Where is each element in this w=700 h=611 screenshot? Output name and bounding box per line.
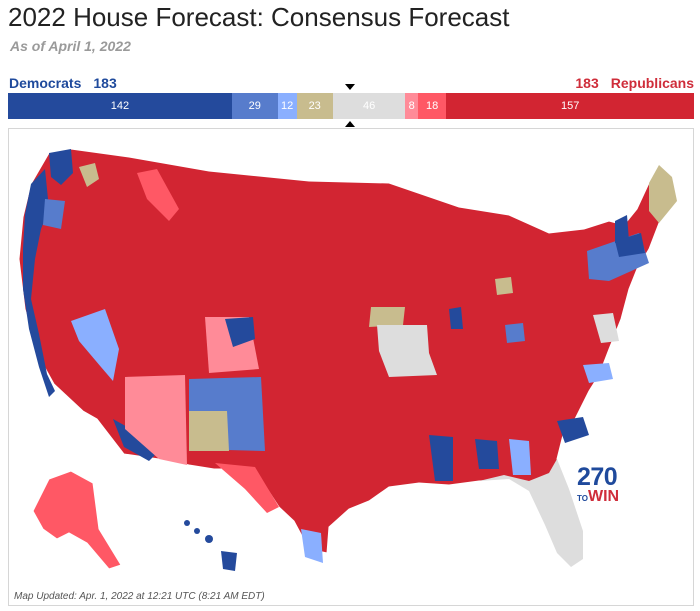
washington-tossup[interactable] xyxy=(79,163,99,187)
democrats-total: Democrats 183 xyxy=(9,75,117,91)
logo-270: 270 xyxy=(577,463,618,491)
bar-segment-no-map[interactable]: 46 xyxy=(332,93,406,119)
logo-to: TO xyxy=(577,494,588,503)
bar-segment-likely-rep[interactable]: 18 xyxy=(417,93,447,119)
bar-segment-likely-dem[interactable]: 29 xyxy=(231,93,278,119)
washington-dem[interactable] xyxy=(49,149,73,185)
oregon-likely-dem[interactable] xyxy=(43,199,65,229)
missouri-no-map[interactable] xyxy=(377,325,437,377)
bar-segment-safe-rep[interactable]: 157 xyxy=(446,93,694,119)
vermont-dem[interactable] xyxy=(615,215,629,243)
north-carolina-lean-dem[interactable] xyxy=(583,363,613,383)
democrats-label: Democrats xyxy=(9,75,82,91)
hawaii-island-2[interactable] xyxy=(194,528,200,534)
us-map-frame: 270 TOWIN Map Updated: Apr. 1, 2022 at 1… xyxy=(8,128,694,606)
alabama-dem[interactable] xyxy=(475,439,499,469)
ohio-dem[interactable] xyxy=(505,323,525,343)
logo-towin: TOWIN xyxy=(577,489,637,507)
bar-segment-safe-dem[interactable]: 142 xyxy=(8,93,232,119)
colorado-dem[interactable] xyxy=(225,317,255,347)
iowa-tossup[interactable] xyxy=(369,307,405,327)
seat-distribution-bar: 142 29 12 23 46 8 18 157 xyxy=(8,93,694,119)
new-mexico-tossup[interactable] xyxy=(189,411,229,451)
hawaii-island-4[interactable] xyxy=(221,551,237,571)
republicans-label: Republicans xyxy=(610,75,694,91)
florida-no-map[interactable] xyxy=(479,459,583,567)
texas-south-lean-dem[interactable] xyxy=(301,529,323,563)
bar-segment-toss-up[interactable]: 23 xyxy=(296,93,333,119)
pacific-coast-dem[interactable] xyxy=(23,169,55,397)
arizona-likely-rep[interactable] xyxy=(125,375,187,465)
270towin-logo: 270 TOWIN xyxy=(577,465,637,507)
republicans-count: 183 xyxy=(575,75,599,91)
hawaii-island-1[interactable] xyxy=(184,520,190,526)
chicago-dem[interactable] xyxy=(449,307,463,329)
bar-segment-lean-rep[interactable]: 8 xyxy=(405,93,418,119)
maine-tossup[interactable] xyxy=(649,165,677,223)
michigan-tossup[interactable] xyxy=(495,277,513,295)
page-title: 2022 House Forecast: Consensus Forecast xyxy=(8,2,510,32)
nevada-lean-dem[interactable] xyxy=(71,309,119,381)
texas-likely-rep[interactable] xyxy=(215,463,279,513)
logo-win: WIN xyxy=(587,488,620,505)
us-house-map xyxy=(18,148,678,571)
page-subtitle: As of April 1, 2022 xyxy=(10,38,131,54)
hawaii-island-3[interactable] xyxy=(205,535,213,543)
alaska[interactable] xyxy=(32,470,122,570)
republicans-total: 183 Republicans xyxy=(575,75,694,91)
mid-atlantic-no-map[interactable] xyxy=(593,313,619,343)
idaho-likely-rep[interactable] xyxy=(137,169,179,221)
mississippi-dem[interactable] xyxy=(429,435,453,481)
map-updated-note: Map Updated: Apr. 1, 2022 at 12:21 UTC (… xyxy=(14,591,265,602)
socal-dem[interactable] xyxy=(113,419,159,461)
georgia-lean-dem[interactable] xyxy=(509,439,531,475)
majority-marker-top-icon xyxy=(345,84,355,90)
democrats-count: 183 xyxy=(93,75,117,91)
sc-dem[interactable] xyxy=(557,417,589,443)
bar-segment-lean-dem[interactable]: 12 xyxy=(277,93,297,119)
majority-marker-bottom-icon xyxy=(345,121,355,127)
